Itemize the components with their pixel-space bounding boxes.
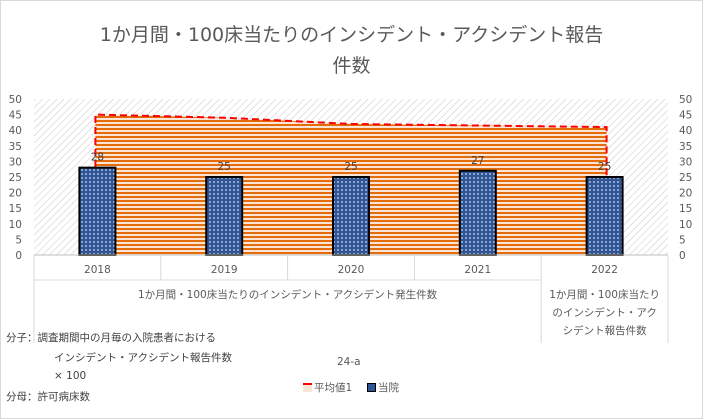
- bar: [205, 176, 244, 256]
- bar: [585, 176, 624, 256]
- data-label: 25: [344, 161, 357, 173]
- x-tick-label: 2018: [84, 264, 111, 276]
- group-label-occurrence: 1か月間・100床当たりのインシデント・アクシデント発生件数: [138, 288, 438, 301]
- y-tick-label-left: 45: [9, 110, 22, 122]
- bar: [78, 166, 117, 256]
- y-tick-label-right: 25: [679, 172, 692, 184]
- y-tick-label-left: 20: [9, 188, 22, 200]
- legend-hospital-label: 当院: [378, 382, 399, 394]
- legend-average: 平均値1: [303, 380, 352, 395]
- data-label: 25: [218, 161, 231, 173]
- source-label: 24-a: [337, 356, 361, 368]
- chart-title-line2: 件数: [332, 55, 371, 77]
- numerator-label: 分子：調査期間中の月毎の入院患者における: [6, 332, 216, 344]
- numerator-line2: インシデント・アクシデント報告件数: [54, 352, 232, 364]
- y-tick-label-right: 30: [679, 156, 692, 168]
- y-tick-label-right: 20: [679, 188, 692, 200]
- data-label: 28: [91, 152, 104, 164]
- x-tick-label: 2021: [464, 264, 491, 276]
- chart-title-line1: 1か月間・100床当たりのインシデント・アクシデント報告: [99, 24, 604, 46]
- legend-average-swatch: [303, 383, 312, 392]
- y-tick-label-right: 15: [679, 203, 692, 215]
- denominator-label: 分母：許可病床数: [6, 391, 90, 403]
- y-tick-label-left: 10: [9, 219, 22, 231]
- x-tick-label: 2020: [338, 264, 365, 276]
- x-tick-label: 2022: [591, 264, 618, 276]
- y-tick-label-left: 50: [9, 94, 22, 106]
- multiplier: × 100: [54, 370, 87, 382]
- y-tick-label-left: 25: [9, 172, 22, 184]
- y-tick-label-left: 0: [15, 250, 22, 262]
- data-label: 25: [598, 161, 611, 173]
- y-tick-label-right: 35: [679, 141, 692, 153]
- data-label: 27: [471, 155, 484, 167]
- group-label-report: 1か月間・100床当たりのインシデント・アクシデント報告件数: [549, 288, 660, 337]
- x-tick-label: 2019: [211, 264, 238, 276]
- y-tick-label-left: 35: [9, 141, 22, 153]
- average-line: [94, 113, 608, 255]
- bar: [332, 176, 370, 256]
- y-tick-label-right: 5: [679, 234, 686, 246]
- bar: [458, 169, 497, 256]
- y-tick-label-left: 40: [9, 125, 22, 137]
- legend-hospital-swatch: [367, 383, 376, 392]
- y-tick-label-right: 40: [679, 125, 692, 137]
- y-tick-label-left: 30: [9, 156, 22, 168]
- legend-average-label: 平均値1: [314, 382, 353, 394]
- y-tick-label-right: 45: [679, 110, 692, 122]
- y-tick-label-right: 50: [679, 94, 692, 106]
- y-tick-label-right: 0: [679, 250, 686, 262]
- legend-hospital: 当院: [367, 380, 399, 395]
- y-tick-label-right: 10: [679, 219, 692, 231]
- y-tick-label-left: 5: [15, 234, 22, 246]
- y-tick-label-left: 15: [9, 203, 22, 215]
